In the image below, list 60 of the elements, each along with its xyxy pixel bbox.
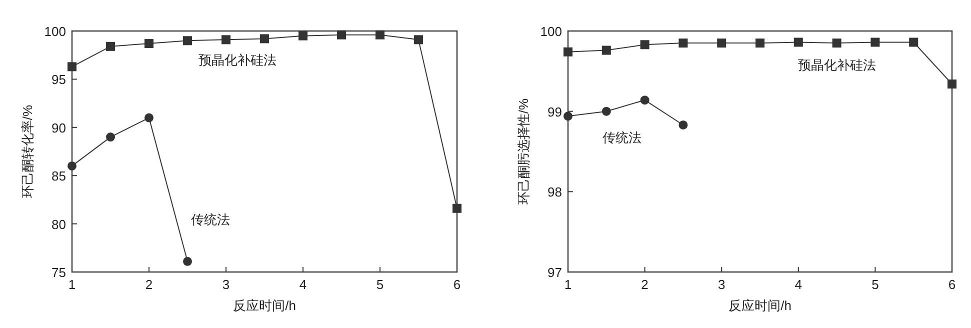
y-tick-label: 97 [548,265,562,280]
x-tick-label: 5 [376,277,384,292]
series-label: 预晶化补硅法 [198,52,277,68]
point [564,47,572,56]
x-axis-title: 反应时间/h [233,298,296,313]
point [222,35,230,44]
x-tick-label: 1 [564,277,572,292]
series-label: 传统法 [602,130,642,145]
x-tick-label: 6 [948,277,956,292]
series-label: 预晶化补硅法 [798,58,876,73]
point [414,35,423,44]
y-axis-title: 环己酮转化率/% [20,104,35,198]
point [909,38,918,47]
y-tick-label: 100 [540,24,562,39]
point [948,80,956,89]
point [144,113,154,122]
point [602,46,611,55]
x-tick-label: 3 [718,277,726,292]
y-tick-label: 98 [548,184,562,200]
point [717,38,726,48]
y-tick-label: 75 [52,265,66,280]
x-tick-label: 4 [794,277,802,292]
y-axis-title: 环己酮肟选择性/% [516,98,531,205]
y-tick-label: 100 [44,24,66,39]
point [106,132,115,142]
x-tick-label: 5 [872,277,879,292]
point [68,161,76,170]
point [68,62,76,72]
point [602,106,611,116]
point [183,36,192,46]
x-tick-label: 2 [145,277,153,292]
x-tick-label: 6 [453,277,461,292]
y-tick-label: 99 [548,104,562,120]
x-axis-title: 反应时间/h [728,298,792,313]
point [144,39,154,48]
point [832,38,842,48]
x-tick-label: 4 [299,277,307,292]
point [376,30,384,40]
point [106,42,115,51]
point [756,38,764,48]
x-tick-label: 2 [641,277,648,292]
point [298,31,308,40]
series-label: 传统法 [191,212,230,227]
y-tick-label: 95 [52,72,66,88]
point [678,38,688,48]
point [678,120,688,130]
point [564,112,572,121]
point [640,96,650,105]
point [640,40,650,50]
point [183,256,192,266]
y-tick-label: 85 [52,168,66,184]
point [452,204,462,213]
x-tick-label: 1 [68,277,76,292]
point [794,38,803,47]
point [337,30,346,40]
y-tick-label: 90 [52,120,66,136]
point [870,38,880,47]
x-tick-label: 3 [222,277,230,292]
y-tick-label: 80 [52,216,66,232]
point [260,34,269,44]
